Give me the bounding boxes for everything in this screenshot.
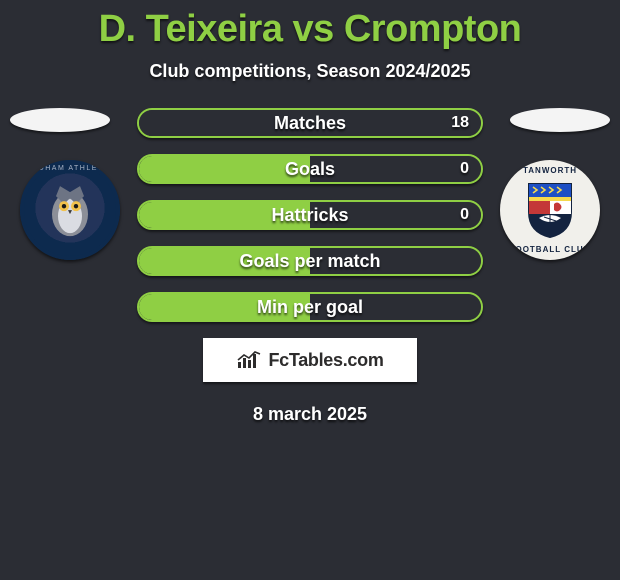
crest-right: TANWORTH FOOTBALL CLUB xyxy=(500,160,600,260)
owl-icon xyxy=(42,182,98,240)
crest-left-ring: OLDHAM ATHLETIC xyxy=(20,165,120,172)
brand-label: FcTables.com xyxy=(268,350,383,371)
stat-value-right: 0 xyxy=(460,202,469,228)
brand-box: FcTables.com xyxy=(203,338,417,382)
bar-chart-icon xyxy=(236,350,262,370)
stat-bar: Min per goal xyxy=(137,292,483,322)
stat-label: Hattricks xyxy=(139,202,481,228)
player-pill-left xyxy=(10,108,110,132)
stat-value-right: 0 xyxy=(460,156,469,182)
stat-bar: Hattricks0 xyxy=(137,200,483,230)
date: 8 march 2025 xyxy=(0,404,620,425)
stat-bar: Goals0 xyxy=(137,154,483,184)
player-pill-right xyxy=(510,108,610,132)
crest-left: OLDHAM ATHLETIC xyxy=(20,160,120,260)
stat-label: Goals xyxy=(139,156,481,182)
stat-bar: Matches18 xyxy=(137,108,483,138)
comparison-bars: Matches18Goals0Hattricks0Goals per match… xyxy=(137,108,483,322)
stat-value-right: 18 xyxy=(451,110,469,136)
shield-icon xyxy=(527,182,573,238)
page-title: D. Teixeira vs Crompton xyxy=(0,0,620,51)
stat-label: Min per goal xyxy=(139,294,481,320)
stat-label: Goals per match xyxy=(139,248,481,274)
crest-right-top: TANWORTH xyxy=(500,166,600,175)
comparison-body: OLDHAM ATHLETIC TA xyxy=(0,108,620,425)
crest-right-bot: FOOTBALL CLUB xyxy=(500,245,600,254)
stat-bar: Goals per match xyxy=(137,246,483,276)
stat-label: Matches xyxy=(139,110,481,136)
subtitle: Club competitions, Season 2024/2025 xyxy=(0,61,620,82)
